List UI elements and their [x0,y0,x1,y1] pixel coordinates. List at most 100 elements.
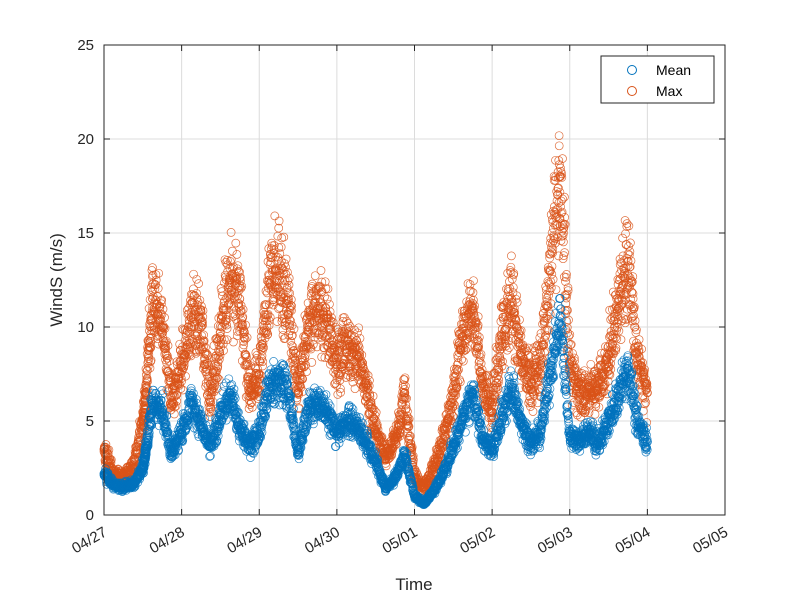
marker-max [225,257,235,266]
marker-max [192,293,202,303]
marker-max [235,272,245,282]
marker-max [247,402,257,412]
marker-max [197,331,207,341]
marker-max [255,356,264,366]
marker-max [148,285,158,295]
marker-max [209,387,219,397]
marker-max [205,397,215,407]
marker-max [317,352,327,362]
marker-max [287,306,296,315]
marker-max [188,312,198,322]
marker-max [241,392,251,402]
marker-max [222,305,231,315]
marker-max [213,373,222,383]
marker-max [170,392,180,401]
marker-max [145,339,154,348]
marker-max [295,368,305,378]
marker-max [308,326,317,335]
marker-max [237,281,247,291]
marker-max [232,264,242,274]
marker-max [198,312,208,322]
marker-max [202,370,212,380]
marker-max [231,238,241,248]
marker-max [312,342,322,352]
marker-max [279,232,289,242]
marker-max [106,455,116,465]
marker-max [146,355,156,365]
marker-max [176,384,186,393]
marker-max [286,295,296,304]
marker-max [228,264,237,273]
marker-max [236,307,246,316]
marker-max [280,259,289,268]
marker-max [276,242,286,252]
marker-max [177,362,187,372]
marker-max [143,376,153,386]
marker-max [252,354,262,363]
marker-max [275,303,284,312]
marker-max [150,284,160,294]
marker-max [181,371,190,381]
marker-max [228,246,237,256]
marker-max [171,401,181,411]
marker-max [157,299,166,309]
marker-max [299,362,309,371]
marker-max [224,299,234,309]
marker-max [215,351,225,360]
marker-max [210,381,220,391]
marker-max [300,353,310,363]
marker-max [148,263,157,272]
marker-max [197,301,206,311]
marker-max [157,310,167,319]
marker-max [272,276,281,286]
marker-max [174,374,184,383]
marker-max [200,348,210,357]
marker-max [258,338,268,348]
marker-max [192,274,202,284]
marker-max [211,375,221,384]
marker-max [222,320,231,330]
marker-max [162,358,172,368]
marker-max [206,393,216,403]
marker-max [277,257,286,266]
marker-max [259,343,268,352]
marker-max [146,357,155,366]
marker-max [551,285,561,295]
marker-max [213,357,223,367]
marker-max [186,339,196,349]
marker-max [144,354,153,363]
marker-max [181,328,191,338]
marker-max [143,365,152,375]
marker-max [272,271,282,281]
marker-max [590,409,600,419]
marker-max [186,351,196,361]
marker-max [284,330,294,340]
marker-max [303,298,313,308]
marker-max [291,349,300,358]
marker-max [261,326,271,335]
marker-max [264,244,274,253]
marker-max [226,255,236,265]
marker-max [144,338,154,347]
marker-max [241,320,250,330]
marker-max [160,313,169,322]
marker-max [236,301,246,310]
marker-max [194,279,203,288]
marker-max [164,372,174,382]
marker-max [199,330,208,340]
marker-max [201,350,211,359]
marker-max [303,327,313,337]
marker-max [229,337,238,347]
marker-max [163,351,172,361]
marker-max [148,270,158,280]
marker-max [222,324,232,333]
marker-max [286,300,296,310]
marker-max [312,290,321,300]
marker-max [307,358,317,367]
marker-max [158,304,168,314]
marker-max [192,288,201,298]
marker-max [286,336,296,346]
marker-max [219,346,228,355]
marker-max [282,316,291,326]
marker-max [274,216,284,226]
